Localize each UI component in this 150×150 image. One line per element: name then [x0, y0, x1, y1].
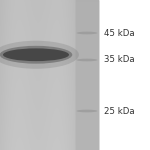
Ellipse shape	[76, 32, 98, 34]
Ellipse shape	[0, 41, 79, 69]
Ellipse shape	[3, 48, 69, 61]
Ellipse shape	[0, 46, 72, 64]
Bar	[99, 0, 150, 150]
Ellipse shape	[76, 59, 98, 61]
Text: 25 kDa: 25 kDa	[104, 106, 135, 116]
Text: 45 kDa: 45 kDa	[104, 28, 135, 38]
Text: 35 kDa: 35 kDa	[104, 56, 135, 64]
Ellipse shape	[76, 110, 98, 112]
